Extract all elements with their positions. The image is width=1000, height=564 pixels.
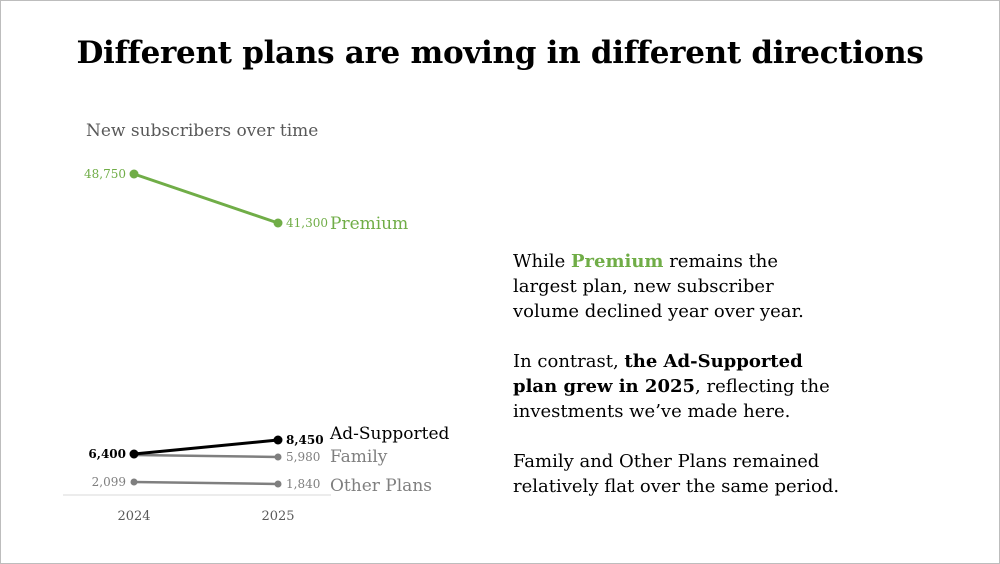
data-label-premium: 41,300 — [286, 216, 328, 230]
line-chart: 2024 2025 2,099 1,840 Other Plans 5,980 Family… — [63, 167, 450, 524]
data-point-other-plans — [274, 480, 282, 488]
commentary-paragraph-family-other: Family and Other Plans remained relative… — [513, 451, 840, 497]
chart-title: New subscribers over time — [86, 121, 319, 141]
data-label-other-plans: 2,099 — [92, 475, 126, 489]
series-label-other-plans: Other Plans — [330, 476, 432, 496]
commentary-text: , reflecting the investments we’ve made … — [513, 376, 830, 422]
data-point-family — [274, 453, 282, 461]
commentary-text: In contrast, — [513, 351, 625, 372]
data-label-other-plans: 1,840 — [286, 477, 320, 491]
data-point-premium — [273, 218, 283, 228]
data-point-ad-supported — [129, 449, 139, 459]
ad-supported-highlight: the Ad-Supported plan grew in 2025 — [513, 351, 803, 397]
series-line-ad-supported — [132, 438, 280, 456]
data-point-other-plans — [130, 478, 138, 486]
premium-highlight: Premium — [570, 251, 664, 272]
series-label-family: Family — [330, 447, 388, 467]
commentary-text: remains the largest plan, new subscriber… — [513, 251, 804, 322]
series-line-family — [132, 453, 280, 459]
data-point-ad-supported — [273, 435, 283, 445]
commentary-paragraph-premium: While Premium remains the largest plan, … — [513, 249, 843, 324]
data-label-ad-supported: 6,400 — [88, 447, 126, 461]
series-line-premium — [132, 172, 280, 225]
x-tick-label: 2024 — [117, 509, 150, 524]
data-label-ad-supported: 8,450 — [286, 433, 324, 447]
data-label-family: 5,980 — [286, 450, 320, 464]
commentary-text: While — [513, 251, 571, 272]
series-label-premium: Premium — [330, 214, 408, 234]
data-label-premium: 48,750 — [84, 167, 126, 181]
commentary: While Premium remains the largest plan, … — [513, 249, 843, 524]
x-tick-label: 2025 — [261, 509, 294, 524]
series-line-other-plans — [132, 480, 280, 486]
slide-title: Different plans are moving in different … — [76, 35, 924, 71]
data-point-premium — [129, 169, 139, 179]
commentary-paragraph-ad-supported: In contrast, the Ad-Supported plan grew … — [513, 349, 843, 424]
series-label-ad-supported: Ad-Supported — [329, 424, 450, 444]
